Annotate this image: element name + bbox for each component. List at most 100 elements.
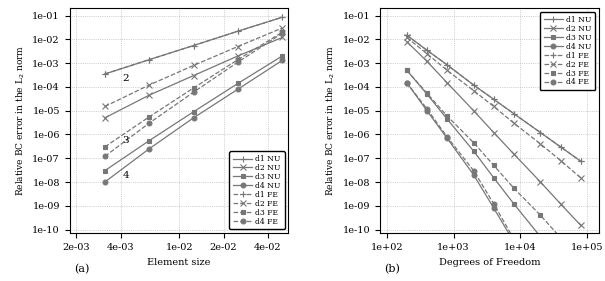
Line: d3 NU: d3 NU [404,68,583,281]
Line: d4 NU: d4 NU [404,80,583,281]
Line: d2 NU: d2 NU [102,34,286,121]
d4 NU [190,116,197,119]
Line: d1 FE: d1 FE [102,14,286,78]
d2 FE [234,45,241,48]
d3 FE [537,214,544,217]
d3 FE [190,86,197,90]
d2 NU [470,109,477,112]
Line: d1 NU: d1 NU [404,32,584,165]
d2 NU [403,40,410,43]
d2 NU [278,36,286,39]
d1 FE [278,15,286,19]
d4 NU [278,59,286,62]
d1 NU [190,44,197,47]
d4 FE [190,90,197,94]
Line: d2 NU: d2 NU [404,38,584,229]
Line: d3 NU: d3 NU [102,54,285,173]
d4 FE [234,60,241,64]
d2 FE [490,105,497,108]
d1 NU [490,98,497,101]
d3 NU [557,261,564,264]
Text: (b): (b) [385,264,401,275]
Line: d2 FE: d2 FE [404,34,584,181]
Legend: d1 NU, d2 NU, d3 NU, d4 NU, d1 FE, d2 FE, d3 FE, d4 FE: d1 NU, d2 NU, d3 NU, d4 NU, d1 FE, d2 FE… [229,151,284,229]
d2 NU [234,54,241,58]
d2 NU [190,74,197,77]
Line: d1 FE: d1 FE [404,32,584,165]
d4 FE [146,121,153,125]
d1 FE [190,44,197,47]
Line: d3 FE: d3 FE [404,68,583,263]
d1 NU [101,72,108,76]
d3 NU [190,110,197,114]
d1 FE [424,49,431,52]
d4 NU [403,81,410,84]
d3 FE [490,164,497,167]
d4 FE [443,135,451,139]
d2 NU [146,94,153,97]
d4 NU [510,240,517,244]
d4 NU [443,137,451,140]
Line: d4 FE: d4 FE [102,31,285,159]
Line: d4 NU: d4 NU [102,58,285,184]
d4 FE [424,107,431,110]
d2 FE [537,142,544,146]
d4 NU [234,87,241,91]
d4 FE [537,278,544,281]
d2 FE [577,176,584,180]
d1 NU [403,33,410,37]
d2 NU [424,60,431,63]
d1 FE [557,145,564,149]
d2 FE [424,52,431,55]
d3 FE [146,115,153,119]
d2 FE [146,83,153,87]
Y-axis label: Relative BC error in the L$_2$ norm: Relative BC error in the L$_2$ norm [14,45,27,196]
d3 FE [510,187,517,190]
d3 NU [278,54,286,58]
X-axis label: Element size: Element size [147,257,211,266]
d1 FE [577,160,584,163]
d3 FE [424,91,431,95]
Line: d2 FE: d2 FE [102,24,286,110]
d3 FE [557,236,564,239]
d4 NU [424,109,431,112]
d1 NU [146,58,153,61]
d3 NU [234,82,241,85]
d4 NU [470,173,477,176]
d3 FE [403,69,410,72]
d2 FE [190,64,197,67]
d1 NU [234,30,241,33]
d2 FE [443,69,451,72]
d2 FE [557,159,564,162]
Line: d3 FE: d3 FE [102,30,285,149]
d1 FE [470,83,477,87]
Text: 3: 3 [122,136,129,145]
d4 NU [146,147,153,150]
d3 NU [443,117,451,121]
d3 FE [278,31,286,34]
d3 NU [101,169,108,172]
d1 NU [557,145,564,149]
Legend: d1 NU, d2 NU, d3 NU, d4 NU, d1 FE, d2 FE, d3 FE, d4 FE: d1 NU, d2 NU, d3 NU, d4 NU, d1 FE, d2 FE… [540,12,595,90]
d3 NU [403,69,410,72]
d1 NU [424,49,431,52]
d3 FE [234,58,241,61]
d3 FE [577,259,584,262]
d4 FE [101,155,108,158]
d1 FE [146,58,153,61]
Y-axis label: Relative BC error in the L$_2$ norm: Relative BC error in the L$_2$ norm [325,45,338,196]
d2 NU [510,152,517,156]
Line: d4 FE: d4 FE [404,80,583,281]
d1 FE [234,30,241,33]
d2 NU [490,131,497,134]
X-axis label: Degrees of Freedom: Degrees of Freedom [439,257,540,266]
d2 NU [101,116,108,119]
d3 NU [510,202,517,206]
Text: 2: 2 [122,74,129,83]
d4 NU [101,180,108,184]
Text: (a): (a) [74,264,90,275]
d2 NU [557,202,564,206]
d3 NU [470,149,477,153]
d3 NU [146,139,153,142]
d2 FE [278,26,286,30]
